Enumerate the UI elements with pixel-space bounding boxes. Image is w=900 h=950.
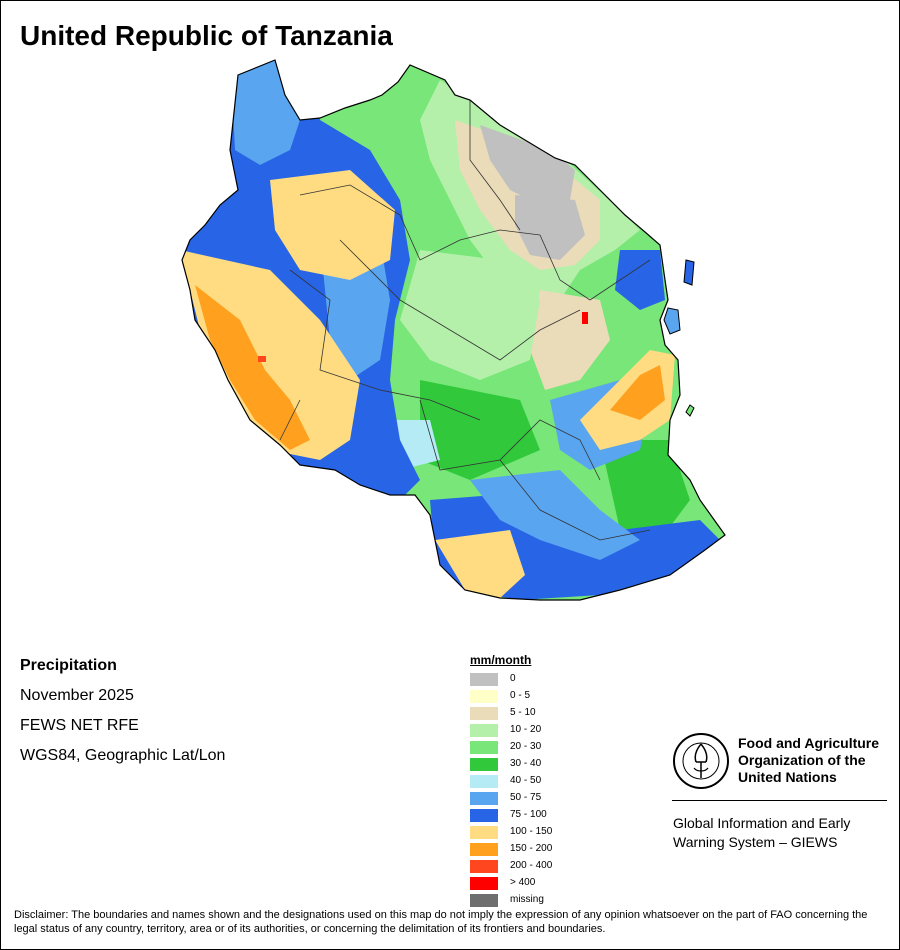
system-name-line2: Warning System – GIEWS: [673, 834, 838, 850]
legend-swatch: [470, 809, 498, 822]
legend-item: 30 - 40: [470, 757, 590, 774]
legend-swatch: [470, 690, 498, 703]
precip-zone-blue-south: [470, 470, 640, 560]
boundary-line: [499, 459, 651, 541]
legend-swatch: [470, 775, 498, 788]
precip-zone-zero: [480, 125, 575, 205]
legend-item: 150 - 200: [470, 842, 590, 859]
precipitation-raster: [182, 60, 725, 600]
legend-label: 50 - 75: [510, 792, 542, 803]
boundary-line: [289, 269, 481, 421]
legend-item: 5 - 10: [470, 706, 590, 723]
legend-label: 40 - 50: [510, 775, 542, 786]
legend-item: 0 - 5: [470, 689, 590, 706]
legend-item: 50 - 75: [470, 791, 590, 808]
info-source: FEWS NET RFE: [20, 717, 139, 734]
legend-item: > 400: [470, 876, 590, 893]
precip-zone-dark-green-2: [600, 440, 690, 540]
divider: [672, 800, 887, 801]
island-mafia: [685, 404, 695, 417]
boundary-line: [419, 399, 601, 481]
legend-swatch: [470, 860, 498, 873]
legend-swatch: [470, 741, 498, 754]
organization-name: Food and Agriculture Organization of the…: [738, 735, 898, 786]
boundary-line: [299, 184, 541, 261]
legend-item: 20 - 30: [470, 740, 590, 757]
legend-label: 0 - 5: [510, 690, 531, 701]
precip-zone-dark-green: [420, 380, 540, 480]
precip-zone-orange-west: [195, 285, 310, 450]
disclaimer: Disclaimer: The boundaries and names sho…: [14, 909, 868, 935]
system-name: Global Information and Early Warning Sys…: [673, 814, 893, 852]
precip-zone-orange-coast: [610, 365, 665, 420]
organization-name-line1: Food and Agriculture: [738, 735, 880, 751]
precip-cell-high: [258, 356, 266, 362]
precip-zone-yellow-north: [270, 170, 395, 280]
legend-item: 200 - 400: [470, 859, 590, 876]
legend-label: 30 - 40: [510, 758, 542, 769]
precip-zone-tan-2: [530, 290, 610, 390]
legend-label: 5 - 10: [510, 707, 536, 718]
legend-swatch: [470, 707, 498, 720]
legend: 0 0 - 5 5 - 10 10 - 20 20 - 30 30 - 40 40 - 50…: [470, 672, 590, 910]
legend-label: 150 - 200: [510, 843, 553, 854]
legend-item: 10 - 20: [470, 723, 590, 740]
boundary-line: [279, 399, 301, 441]
legend-swatch: [470, 724, 498, 737]
map-title: United Republic of Tanzania: [20, 20, 393, 51]
legend-label: 20 - 30: [510, 741, 542, 752]
legend-label: missing: [510, 894, 544, 905]
precip-zone-blue-lake: [230, 60, 300, 165]
legend-item: 0: [470, 672, 590, 689]
legend-item: 100 - 150: [470, 825, 590, 842]
info-period: November 2025: [20, 687, 134, 704]
legend-label: 100 - 150: [510, 826, 553, 837]
boundary-line: [339, 239, 581, 361]
legend-swatch: [470, 673, 498, 686]
organization-name-line2: Organization of the: [738, 752, 866, 768]
precip-zone-yellow-west: [182, 250, 360, 460]
precip-zone-blue-northeast: [615, 250, 665, 310]
system-name-line1: Global Information and Early: [673, 815, 851, 831]
boundary-line: [539, 234, 651, 301]
legend-label: 10 - 20: [510, 724, 542, 735]
legend-swatch: [470, 843, 498, 856]
legend-item: missing: [470, 893, 590, 910]
legend-item: 40 - 50: [470, 774, 590, 791]
legend-item: 75 - 100: [470, 808, 590, 825]
legend-label: 200 - 400: [510, 860, 553, 871]
legend-swatch: [470, 877, 498, 890]
organization-name-line3: United Nations: [738, 769, 837, 785]
legend-label: > 400: [510, 877, 536, 888]
island-pemba: [683, 259, 695, 286]
precip-zone-light-green-2: [400, 250, 540, 380]
precip-zone-zero-2: [515, 195, 585, 260]
precip-zone-yellow-south: [435, 530, 525, 598]
precipitation-map: [181, 59, 726, 601]
info-variable: Precipitation: [20, 657, 117, 674]
legend-swatch: [470, 826, 498, 839]
legend-swatch: [470, 792, 498, 805]
island-unguja: [663, 307, 681, 335]
fao-logo-icon: [673, 733, 729, 789]
info-projection: WGS84, Geographic Lat/Lon: [20, 747, 226, 764]
precip-cell-max: [582, 312, 588, 324]
legend-swatch: [470, 894, 498, 907]
legend-label: 0: [510, 673, 516, 684]
legend-swatch: [470, 758, 498, 771]
legend-label: 75 - 100: [510, 809, 547, 820]
admin-boundaries: [279, 100, 651, 541]
boundary-line: [469, 100, 521, 231]
legend-title: mm/month: [470, 653, 532, 667]
